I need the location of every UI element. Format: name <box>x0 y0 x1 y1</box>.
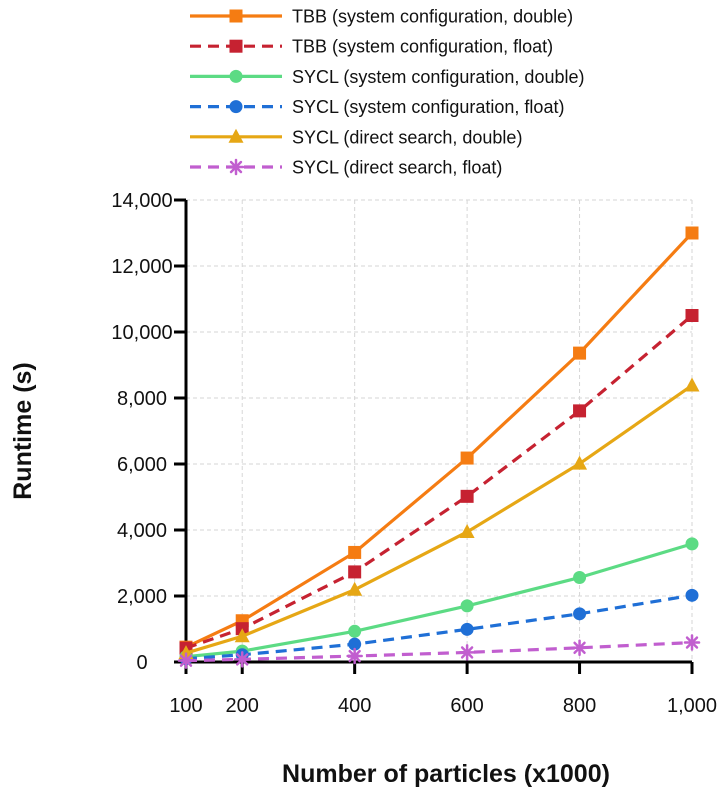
series-group <box>177 226 701 669</box>
data-point <box>228 128 244 143</box>
legend-label: SYCL (system configuration, double) <box>292 67 584 87</box>
data-point <box>229 100 243 114</box>
data-point <box>460 451 474 465</box>
data-point <box>460 489 474 503</box>
x-tick-label: 1,000 <box>667 695 717 717</box>
data-point <box>348 624 362 638</box>
x-tick-label: 200 <box>226 695 259 717</box>
axes: 0 2,000 4,000 6,000 8,000 10,000 12,000 14,000 1… <box>111 190 717 717</box>
data-point <box>229 69 243 83</box>
data-point <box>458 644 476 661</box>
x-tick-label: 100 <box>169 695 202 717</box>
data-point <box>573 346 587 360</box>
data-point <box>227 158 245 176</box>
data-point <box>460 599 474 613</box>
legend-label: TBB (system configuration, double) <box>292 7 573 27</box>
legend-item: TBB (system configuration, double) <box>190 7 573 27</box>
x-tick-label: 400 <box>338 695 371 717</box>
legend-label: SYCL (direct search, float) <box>292 158 502 178</box>
data-point <box>234 628 250 643</box>
data-point <box>460 622 474 636</box>
x-tick-label: 600 <box>450 695 483 717</box>
data-point <box>685 537 699 551</box>
data-point <box>685 588 699 602</box>
data-point <box>346 647 363 665</box>
data-point <box>177 652 195 669</box>
legend-item: SYCL (direct search, float) <box>190 158 502 178</box>
y-axis-title: Runtime (s) <box>9 362 37 500</box>
y-tick-label: 2,000 <box>117 586 167 608</box>
grid <box>186 199 693 662</box>
y-tick-label: 12,000 <box>111 256 172 278</box>
data-point <box>348 565 362 579</box>
series-5 <box>178 377 700 660</box>
data-point <box>685 226 699 240</box>
legend-item: SYCL (direct search, double) <box>190 127 522 147</box>
series-4 <box>179 588 699 666</box>
data-point <box>571 639 588 657</box>
legend-item: SYCL (system configuration, float) <box>190 97 564 117</box>
series-6 <box>177 634 701 669</box>
data-point <box>685 309 699 322</box>
legend-item: TBB (system configuration, float) <box>190 37 553 57</box>
data-point <box>572 455 588 470</box>
series-1 <box>179 226 699 654</box>
series-line <box>185 384 693 655</box>
data-point <box>347 581 363 596</box>
series-line <box>185 314 694 650</box>
legend-label: TBB (system configuration, float) <box>292 37 553 57</box>
series-line <box>185 231 694 649</box>
data-point <box>573 607 587 621</box>
x-axis-title: Number of particles (x1000) <box>282 760 610 788</box>
data-point <box>684 377 700 392</box>
legend: TBB (system configuration, double) TBB (s… <box>190 7 584 178</box>
y-tick-label: 8,000 <box>117 388 167 410</box>
series-line <box>185 593 693 661</box>
data-point <box>573 404 587 418</box>
data-point <box>348 637 362 651</box>
data-point <box>233 651 251 668</box>
data-point <box>683 634 701 651</box>
data-point <box>573 571 587 585</box>
series-line <box>185 542 693 659</box>
data-point <box>348 545 362 559</box>
legend-item: SYCL (system configuration, double) <box>190 67 584 87</box>
y-tick-label: 6,000 <box>117 454 167 476</box>
series-line <box>185 640 693 663</box>
x-tick-label: 800 <box>563 695 596 717</box>
y-tick-label: 14,000 <box>111 190 172 212</box>
series-3 <box>179 537 699 664</box>
y-tick-label: 10,000 <box>111 322 172 344</box>
y-tick-label: 4,000 <box>117 520 167 542</box>
data-point <box>459 523 475 538</box>
data-point <box>229 9 243 23</box>
legend-label: SYCL (system configuration, float) <box>292 97 564 117</box>
legend-label: SYCL (direct search, double) <box>292 127 522 147</box>
data-point <box>229 39 243 53</box>
y-tick-label: 0 <box>136 652 147 674</box>
